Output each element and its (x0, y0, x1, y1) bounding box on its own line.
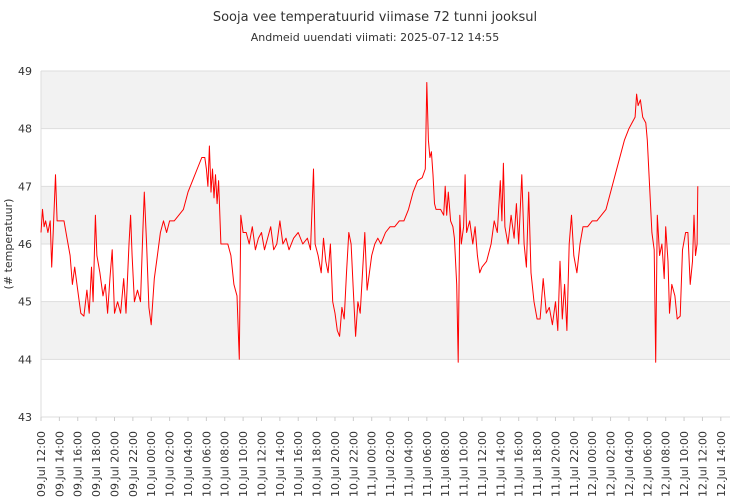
y-tick-label: 46 (18, 238, 32, 251)
x-tick-label: 11.Jul 16:00 (513, 431, 526, 497)
x-tick-label: 09.Jul 18:00 (90, 431, 103, 497)
x-tick-label: 11.Jul 18:00 (531, 431, 544, 497)
x-tick-label: 10.Jul 04:00 (182, 431, 195, 497)
x-tick-label: 11.Jul 20:00 (549, 431, 562, 497)
y-axis-label: (# temperatuur) (2, 199, 15, 290)
x-tick-label: 10.Jul 16:00 (292, 431, 305, 497)
grid-band (41, 359, 730, 417)
y-tick-label: 47 (18, 180, 32, 193)
x-tick-label: 12.Jul 00:00 (586, 431, 599, 497)
x-tick-label: 12.Jul 10:00 (678, 431, 691, 497)
grid-band (41, 301, 730, 360)
x-tick-label: 10.Jul 06:00 (200, 431, 213, 497)
grid-band (41, 71, 730, 129)
x-tick-label: 12.Jul 02:00 (605, 431, 618, 497)
temperature-series-line (40, 82, 699, 363)
x-tick-label: 12.Jul 08:00 (660, 431, 673, 497)
grid-band (41, 186, 730, 244)
x-tick-label: 10.Jul 08:00 (219, 431, 232, 497)
chart-title: Sooja vee temperatuurid viimase 72 tunni… (213, 10, 537, 25)
x-tick-label: 11.Jul 10:00 (458, 431, 471, 497)
y-axis-ticks: 43 44 45 46 47 48 49 (18, 65, 32, 424)
x-tick-label: 11.Jul 12:00 (476, 431, 489, 497)
x-tick-label: 11.Jul 00:00 (366, 431, 379, 497)
x-tick-label: 10.Jul 22:00 (347, 431, 360, 497)
x-tick-label: 10.Jul 10:00 (237, 431, 250, 497)
y-tick-label: 45 (18, 296, 32, 309)
chart-subtitle: Andmeid uuendati viimati: 2025-07-12 14:… (251, 31, 500, 44)
x-tick-label: 09.Jul 22:00 (127, 431, 140, 497)
y-tick-label: 48 (18, 123, 32, 136)
x-tick-label: 11.Jul 08:00 (439, 431, 452, 497)
x-tick-label: 12.Jul 06:00 (641, 431, 654, 497)
x-tick-label: 10.Jul 18:00 (311, 431, 324, 497)
x-tick-label: 09.Jul 16:00 (72, 431, 85, 497)
x-tick-label: 11.Jul 04:00 (402, 431, 415, 497)
x-tick-label: 11.Jul 06:00 (421, 431, 434, 497)
x-tick-label: 11.Jul 14:00 (494, 431, 507, 497)
x-tick-label: 09.Jul 14:00 (53, 431, 66, 497)
x-tick-label: 09.Jul 20:00 (108, 431, 121, 497)
x-tick-label: 10.Jul 14:00 (274, 431, 287, 497)
x-tick-label: 12.Jul 14:00 (715, 431, 728, 497)
x-tick-label: 10.Jul 00:00 (145, 431, 158, 497)
x-tick-label: 11.Jul 02:00 (384, 431, 397, 497)
x-tick-label: 12.Jul 04:00 (623, 431, 636, 497)
x-tick-label: 10.Jul 20:00 (329, 431, 342, 497)
grid-bands (40, 70, 730, 418)
x-tick-label: 10.Jul 12:00 (255, 431, 268, 497)
series-group (40, 82, 699, 363)
y-tick-label: 49 (18, 65, 32, 78)
grid-band (41, 128, 730, 187)
x-tick-label: 12.Jul 12:00 (696, 431, 709, 497)
x-tick-label: 10.Jul 02:00 (164, 431, 177, 497)
grid-band (41, 244, 730, 302)
y-tick-label: 43 (18, 411, 32, 424)
y-tick-label: 44 (18, 353, 32, 366)
x-tick-label: 09.Jul 12:00 (35, 431, 48, 497)
x-axis-ticks: 09.Jul 12:00 09.Jul 14:00 09.Jul 16:00 09.J… (35, 417, 728, 497)
x-tick-label: 11.Jul 22:00 (568, 431, 581, 497)
